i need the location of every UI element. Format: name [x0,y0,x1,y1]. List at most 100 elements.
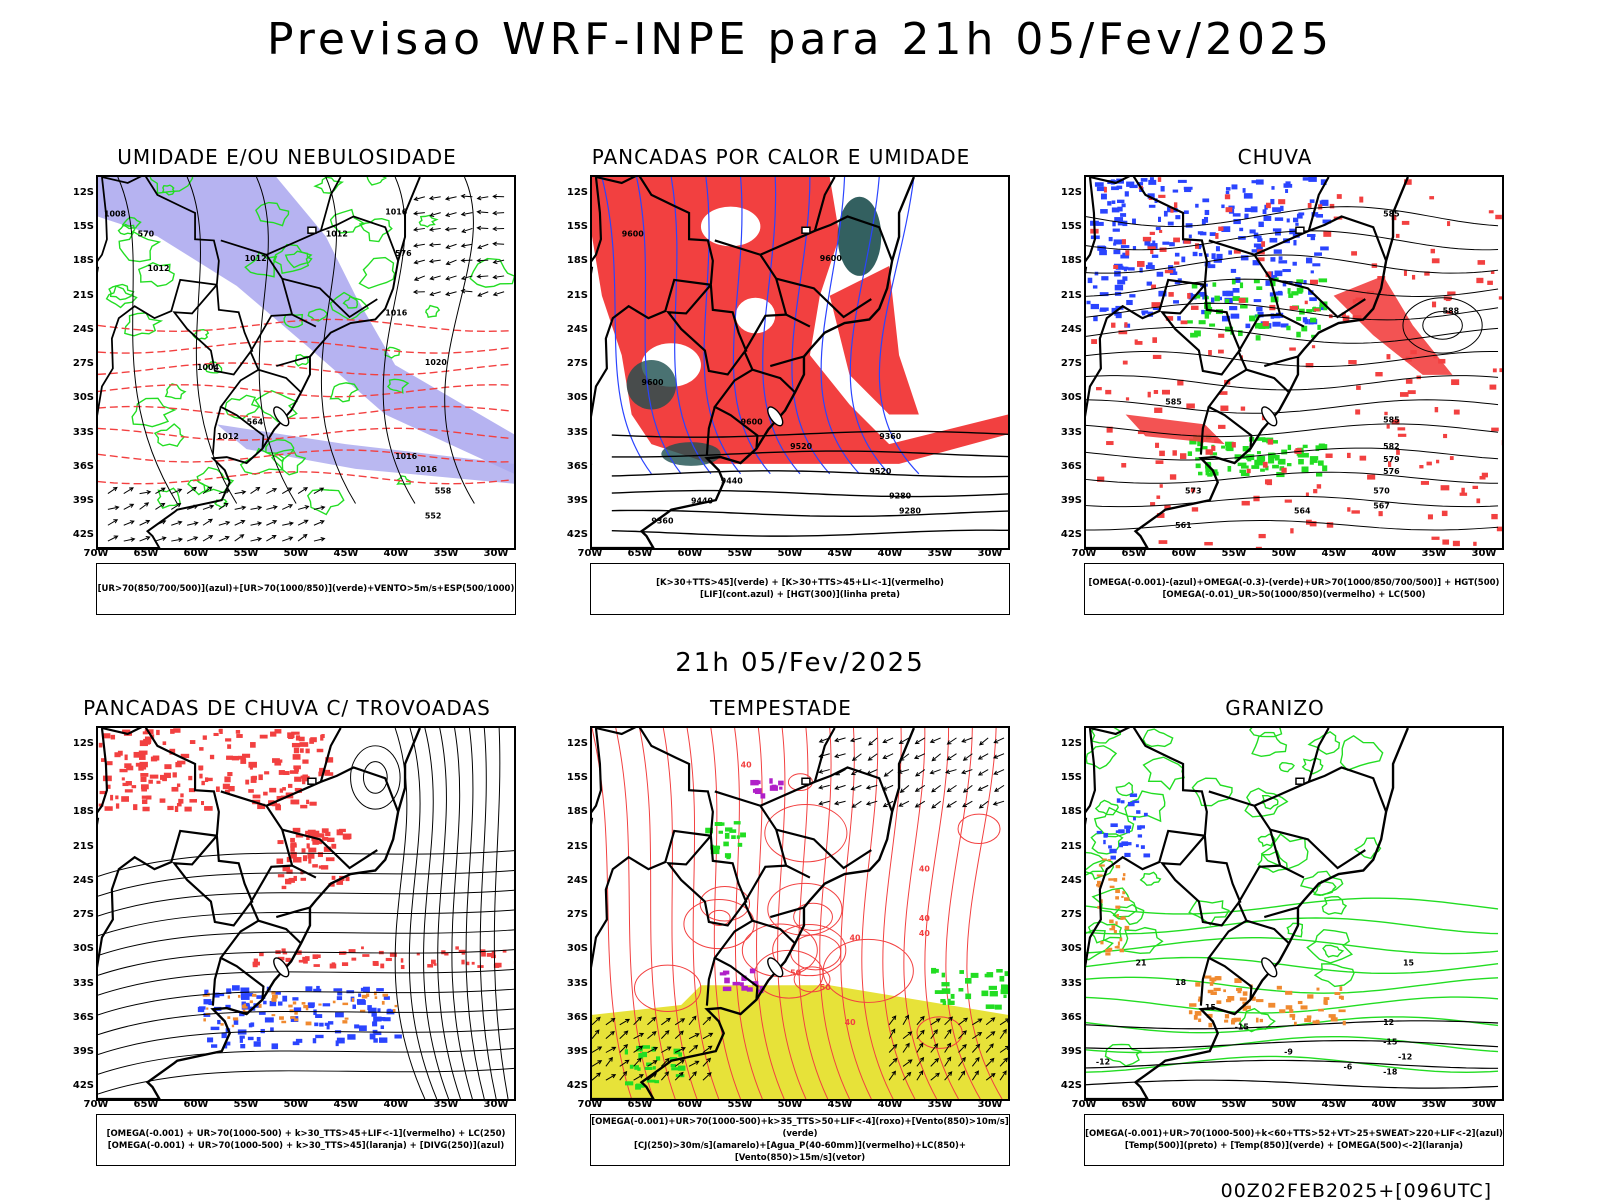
wind-vector [155,488,164,493]
omega-red [1480,476,1486,480]
omega-blue [1270,238,1278,243]
omega-orange [1111,925,1115,928]
wind850-green [645,1067,653,1070]
omega-blue [1256,307,1262,312]
omega-red [1398,434,1406,437]
lon-tick-label: 30W [478,548,514,559]
wind850-green [653,1066,656,1069]
omega-red [1359,197,1363,203]
omega-red [1442,511,1448,516]
divg-blue [373,1038,377,1042]
hgt500-line [1086,496,1498,506]
thunder-red [293,754,301,760]
contour-label: 567 [1373,501,1390,510]
omega-orange [1123,873,1125,876]
omega-orange [1108,859,1111,861]
omega-orange [1109,928,1115,930]
omega-green [1273,440,1278,444]
wind850-green [1001,989,1008,994]
temp500-line [1086,1080,1498,1088]
wind850-green [713,846,720,850]
wind-vector [835,754,845,758]
omega-red [1431,537,1439,540]
omega-red [1476,498,1480,503]
divg-blue [376,988,384,991]
country-border [213,407,221,455]
wind-vector [235,490,246,494]
wind-vector [298,535,307,542]
wind-vector [980,801,989,808]
wind-vector [477,226,488,230]
omega-blue [1149,205,1156,208]
omega-red [1314,308,1320,311]
contour-label: 1016 [395,452,418,461]
omega-blue [1112,222,1115,227]
omega-blue [1198,231,1203,234]
thunder-red [316,834,323,838]
country-border [221,903,264,1000]
omega-green [1317,325,1320,330]
omega-green [1228,466,1232,472]
omega-red [1499,296,1502,299]
thunder-red [300,748,304,753]
wind-vector [947,754,956,760]
thunder-red [307,843,310,848]
omega-orange [1189,1010,1192,1014]
thunder-red [133,804,137,810]
thunder-red [461,960,464,965]
omega-green [1240,305,1248,309]
omega-green [1214,296,1219,302]
divg-blue [372,1021,377,1026]
contour-label: 585 [1383,415,1400,424]
country-border [1201,958,1209,1006]
omega-red [1160,484,1163,488]
omega-blue [1231,269,1236,273]
omega-blue [1157,272,1164,277]
omega-orange [1105,953,1110,956]
thunder-red [148,780,152,784]
omega-green [1268,458,1274,463]
omega-red [1432,258,1440,263]
divg-blue [383,1017,390,1021]
wind-vector [446,213,456,217]
thunder-red [472,962,475,965]
thunder-red [294,876,297,881]
omega-red [1256,547,1262,548]
contour-label: 40 [850,934,862,943]
wind-vector [171,521,181,525]
omega-red [1226,207,1233,212]
omega-green [1288,288,1291,294]
wind-vector [430,259,441,263]
lat-tick-label: 12S [58,187,94,198]
omega-green [1238,463,1247,466]
wind-vector [462,212,473,216]
thunder-red [386,958,392,961]
omega-red [1150,232,1155,235]
omega-red [1435,407,1439,412]
omega-orange [1125,926,1130,930]
legend-box: [K>30+TTS>45](verde) + [K>30+TTS>45+LI<-… [590,563,1010,615]
legend-line: [LIF](cont.azul) + [HGT(300)](linha pret… [700,589,900,601]
lc850-contour [791,935,841,970]
omega-blue [1113,250,1120,254]
lat-tick-label: 30S [1046,392,1082,403]
omega-blue [1282,269,1290,272]
contour-label: 50 [820,983,832,992]
omega-red [1241,407,1245,411]
thunder-orange [221,1023,224,1026]
wind-vector [962,738,972,742]
omega-orange [1122,891,1125,894]
hail-blue [1132,801,1139,804]
lat-tick-label: 42S [58,529,94,540]
thunder-red [343,834,352,840]
thunder-red [160,798,166,802]
panel-pancadas-trovoadas: PANCADAS DE CHUVA C/ TROVOADAS [OMEGA(-0… [52,696,522,1186]
wind-vector [851,738,861,742]
legend-box: [OMEGA(-0.001)-(azul)+OMEGA(-0.3)-(verde… [1084,563,1504,615]
thunder-orange [271,998,276,1002]
thunder-red [140,773,148,777]
contour-label: 573 [1185,487,1202,496]
wind850-green [678,1052,682,1056]
thunder-red [184,807,191,812]
wind-vector [462,259,473,263]
